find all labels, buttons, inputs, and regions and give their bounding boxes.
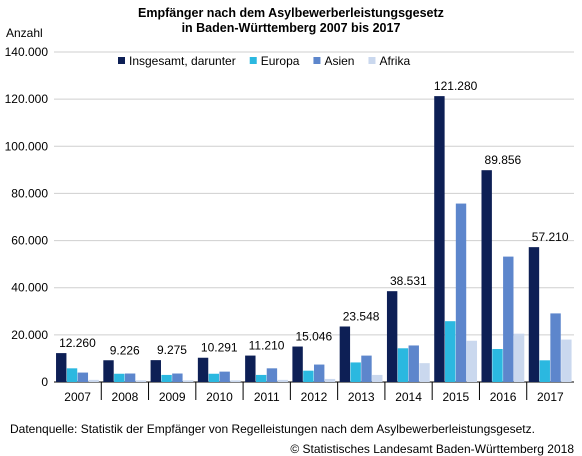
data-label: 57.210	[532, 230, 569, 244]
bar-insgesamt	[150, 360, 161, 382]
bar-insgesamt	[103, 360, 114, 382]
legend-background	[110, 53, 425, 70]
bar-asien	[314, 364, 325, 382]
bar-europa	[208, 373, 220, 382]
bar-asien	[124, 373, 136, 382]
legend-swatch	[118, 57, 125, 64]
x-tick-label: 2009	[159, 390, 186, 404]
bar-afrika	[182, 380, 194, 382]
legend-label: Asien	[324, 54, 354, 68]
bar-insgesamt	[339, 326, 351, 382]
x-tick-label: 2007	[64, 390, 91, 404]
data-label: 15.046	[295, 330, 332, 344]
bar-asien	[172, 373, 183, 382]
copyright-note: © Statistisches Landesamt Baden-Württemb…	[290, 442, 574, 456]
bar-insgesamt	[481, 170, 492, 382]
bar-europa	[255, 374, 267, 382]
chart-title-line-2: in Baden-Württemberg 2007 bis 2017	[181, 21, 401, 35]
data-label: 12.260	[59, 336, 96, 350]
bar-asien	[550, 313, 561, 382]
bar-asien	[503, 256, 514, 382]
bar-afrika	[230, 380, 241, 382]
data-label: 10.291	[201, 341, 238, 355]
bar-asien	[266, 368, 278, 382]
y-tick-label: 0	[41, 375, 48, 389]
bar-chart: 0 20.000 40.000 60.000 80.000 100.000 120.000 1…	[5, 45, 574, 404]
y-tick-label: 60.000	[11, 234, 48, 248]
data-label: 9.226	[110, 343, 140, 357]
chart-title: Empfänger nach dem Asylbewerberleistungs…	[0, 6, 582, 36]
legend-label: Europa	[261, 54, 300, 68]
bar-afrika	[561, 339, 572, 382]
bar-afrika	[277, 379, 288, 382]
bar-insgesamt	[197, 357, 209, 382]
x-tick-label: 2017	[537, 390, 564, 404]
x-tick-label: 2012	[301, 390, 328, 404]
legend-swatch	[368, 57, 376, 64]
x-tick-label: 2016	[490, 390, 517, 404]
bar-insgesamt	[56, 353, 67, 382]
bar-europa	[114, 373, 125, 382]
chart-title-line-1: Empfänger nach dem Asylbewerberleistungs…	[138, 6, 444, 20]
bar-asien	[361, 355, 372, 382]
x-tick-label: 2008	[112, 390, 139, 404]
x-tick-label: 2010	[206, 390, 233, 404]
bar-europa	[303, 370, 314, 382]
legend-swatch	[249, 57, 257, 64]
y-tick-label: 20.000	[11, 328, 48, 342]
x-tick-label: 2013	[348, 390, 375, 404]
data-label: 121.280	[434, 79, 478, 93]
data-label: 89.856	[485, 153, 522, 167]
bar-afrika	[372, 374, 383, 382]
y-tick-label: 140.000	[5, 45, 49, 59]
bar-afrika	[324, 378, 336, 382]
x-tick-label: 2015	[442, 390, 469, 404]
bar-afrika	[419, 363, 430, 382]
legend-label: Insgesamt, darunter	[129, 54, 236, 68]
data-source-note: Datenquelle: Statistik der Empfänger von…	[10, 422, 535, 436]
bar-afrika	[135, 380, 147, 382]
bar-insgesamt	[434, 96, 445, 382]
bar-europa	[445, 321, 456, 382]
y-tick-label: 80.000	[11, 186, 48, 200]
bar-asien	[77, 372, 89, 382]
data-label: 23.548	[343, 309, 380, 323]
x-tick-label: 2014	[395, 390, 422, 404]
bar-insgesamt	[386, 291, 398, 382]
bar-asien	[219, 371, 230, 382]
bar-afrika	[88, 379, 99, 382]
legend-label: Afrika	[379, 54, 410, 68]
data-label: 38.531	[390, 274, 427, 288]
x-tick-label: 2011	[254, 390, 280, 404]
bar-asien	[408, 345, 419, 382]
y-axis-label: Anzahl	[6, 26, 43, 40]
data-label: 9.275	[157, 343, 187, 357]
bar-europa	[492, 349, 503, 382]
bar-europa	[350, 362, 361, 382]
bar-asien	[455, 203, 467, 382]
y-tick-label: 100.000	[5, 139, 49, 153]
bar-insgesamt	[528, 247, 540, 382]
bar-afrika	[466, 340, 478, 382]
legend-swatch	[313, 57, 321, 64]
bar-europa	[539, 360, 550, 382]
bar-insgesamt	[245, 355, 256, 382]
bar-europa	[161, 374, 172, 382]
y-tick-label: 120.000	[5, 92, 49, 106]
bar-insgesamt	[292, 346, 303, 382]
bar-europa	[397, 348, 409, 382]
bar-europa	[66, 368, 78, 382]
bar-afrika	[513, 333, 525, 382]
data-label: 11.210	[249, 339, 285, 353]
y-tick-label: 40.000	[11, 281, 48, 295]
